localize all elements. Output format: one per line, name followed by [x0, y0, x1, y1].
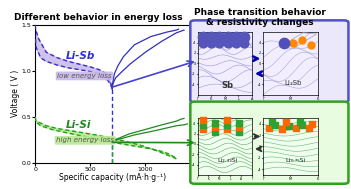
Point	[283, 92, 289, 95]
Text: Li₃Sb: Li₃Sb	[284, 80, 302, 86]
Point	[241, 19, 247, 22]
Point	[208, 14, 214, 17]
Point	[212, 99, 218, 102]
Point	[224, 97, 230, 100]
Point	[236, 95, 242, 98]
Point	[200, 14, 206, 17]
Point	[297, 92, 303, 95]
Polygon shape	[35, 117, 176, 159]
Point	[225, 19, 230, 22]
FancyBboxPatch shape	[190, 102, 349, 184]
Y-axis label: Voltage ( V ): Voltage ( V )	[11, 70, 20, 117]
Point	[300, 16, 305, 19]
Point	[233, 19, 239, 22]
Point	[272, 95, 278, 98]
Text: Different behavior in energy loss: Different behavior in energy loss	[14, 13, 183, 22]
Point	[290, 19, 296, 22]
Point	[217, 19, 222, 22]
Point	[212, 95, 218, 98]
Point	[269, 92, 275, 95]
Point	[224, 93, 230, 96]
Text: Li₃.₇₅Si: Li₃.₇₅Si	[286, 158, 306, 163]
X-axis label: Specific capacity (mA·h·g⁻¹): Specific capacity (mA·h·g⁻¹)	[59, 173, 166, 182]
Point	[293, 98, 299, 101]
Point	[200, 101, 206, 104]
Text: low energy loss: low energy loss	[57, 73, 112, 79]
Point	[281, 19, 287, 22]
Point	[306, 98, 312, 101]
Point	[224, 101, 230, 104]
Point	[310, 94, 315, 97]
Point	[200, 19, 206, 22]
Point	[200, 97, 206, 100]
Text: Li-Si: Li-Si	[66, 120, 91, 130]
Text: Sb: Sb	[221, 81, 233, 90]
Point	[300, 95, 305, 98]
Polygon shape	[35, 25, 112, 89]
Point	[241, 14, 247, 17]
Point	[236, 103, 242, 106]
Text: Phase transition behavior
& resistivity changes: Phase transition behavior & resistivity …	[194, 8, 326, 27]
Text: high energy loss: high energy loss	[56, 137, 114, 143]
FancyBboxPatch shape	[190, 20, 349, 102]
Text: Li₂.₃₃Si: Li₂.₃₃Si	[217, 158, 238, 163]
Point	[208, 19, 214, 22]
Point	[266, 98, 272, 101]
Text: Li-Sb: Li-Sb	[66, 51, 95, 61]
Point	[200, 93, 206, 96]
Point	[233, 14, 239, 17]
Point	[225, 14, 230, 17]
Point	[308, 20, 314, 23]
Point	[279, 100, 285, 103]
Point	[212, 103, 218, 106]
Point	[236, 99, 242, 102]
Point	[217, 14, 222, 17]
Point	[286, 96, 292, 99]
